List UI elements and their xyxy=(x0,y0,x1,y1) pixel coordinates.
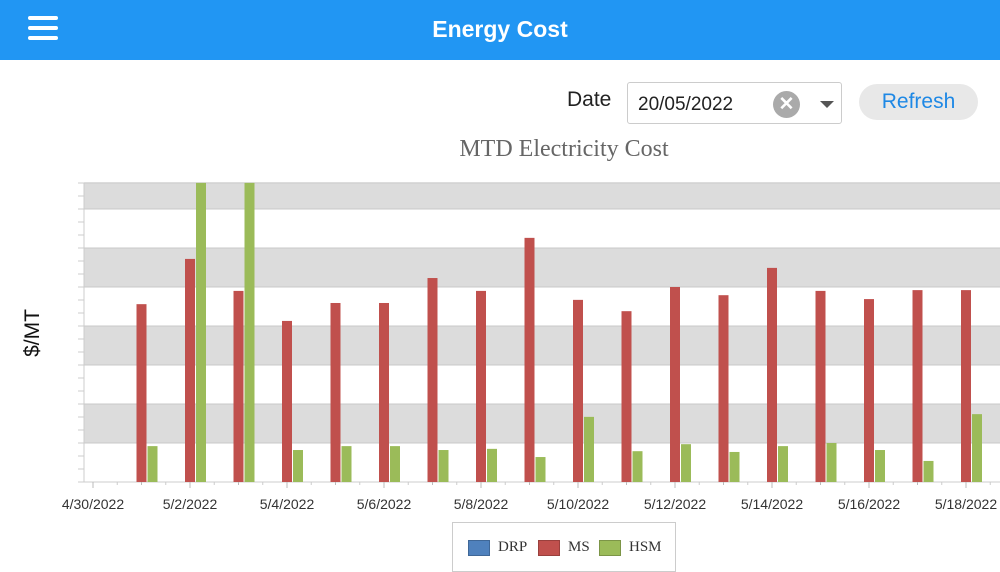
x-tick-label: 5/14/2022 xyxy=(741,496,803,512)
bar-ms xyxy=(282,320,292,482)
bar-hsm xyxy=(147,446,158,482)
bar-ms xyxy=(912,290,923,482)
grid-band xyxy=(84,248,1000,287)
bar-ms xyxy=(670,287,680,482)
x-tick-label: 5/12/2022 xyxy=(644,496,706,512)
chart-legend: DRP MS HSM xyxy=(452,522,676,572)
bar-ms xyxy=(233,290,244,482)
bar-ms xyxy=(767,267,777,482)
bar-ms xyxy=(427,278,438,482)
app-header: Energy Cost xyxy=(0,0,1000,60)
bar-ms xyxy=(136,304,147,482)
bar-hsm xyxy=(923,460,934,482)
x-tick-label: 5/2/2022 xyxy=(163,496,218,512)
x-tick-label: 5/16/2022 xyxy=(838,496,900,512)
bar-ms xyxy=(961,290,971,482)
bar-hsm xyxy=(681,444,691,482)
bar-ms xyxy=(330,302,341,482)
bar-ms xyxy=(718,295,729,482)
x-tick-label: 5/10/2022 xyxy=(547,496,609,512)
date-label: Date xyxy=(567,88,612,111)
bar-hsm xyxy=(972,414,982,482)
legend-label: HSM xyxy=(629,539,662,555)
x-tick-label: 5/8/2022 xyxy=(454,496,509,512)
bar-ms xyxy=(379,302,389,482)
grid-band xyxy=(84,326,1000,365)
bar-ms xyxy=(185,258,195,482)
bar-hsm xyxy=(244,182,255,482)
bar-ms xyxy=(573,299,583,482)
bar-hsm xyxy=(632,451,643,482)
legend-item-ms[interactable]: MS xyxy=(538,539,590,556)
chart-title: MTD Electricity Cost xyxy=(459,136,669,162)
legend-swatch xyxy=(468,539,490,556)
bar-hsm xyxy=(438,450,449,482)
bar-ms xyxy=(815,290,826,482)
grid-band xyxy=(84,182,1000,209)
date-value: 20/05/2022 xyxy=(638,94,734,115)
legend-item-drp[interactable]: DRP xyxy=(468,539,527,556)
bar-hsm xyxy=(875,450,885,482)
bar-ms xyxy=(621,311,632,482)
bar-hsm xyxy=(341,446,352,482)
bar-ms xyxy=(524,237,535,482)
x-tick-label: 4/30/2022 xyxy=(62,496,124,512)
refresh-button[interactable]: Refresh xyxy=(859,84,978,120)
legend-swatch xyxy=(599,539,621,556)
bar-hsm xyxy=(584,416,594,482)
legend-label: DRP xyxy=(498,539,528,555)
bar-hsm xyxy=(729,451,740,482)
chevron-down-icon[interactable] xyxy=(820,101,834,108)
bar-hsm xyxy=(390,446,400,482)
y-axis-label: $/MT xyxy=(21,309,44,357)
date-picker[interactable]: 20/05/2022 ✕ xyxy=(627,82,842,124)
clear-icon[interactable]: ✕ xyxy=(773,91,800,118)
bar-hsm xyxy=(196,182,206,482)
x-tick-label: 5/4/2022 xyxy=(260,496,315,512)
bar-ms xyxy=(864,299,874,482)
page-title: Energy Cost xyxy=(432,16,568,42)
x-tick-label: 5/18/2022 xyxy=(935,496,997,512)
bar-ms xyxy=(476,290,486,482)
grid-band xyxy=(84,404,1000,443)
legend-item-hsm[interactable]: HSM xyxy=(599,539,662,556)
bar-hsm xyxy=(535,457,546,482)
bar-hsm xyxy=(487,448,497,482)
legend-label: MS xyxy=(568,539,590,555)
bar-hsm xyxy=(778,446,788,482)
bar-hsm xyxy=(293,450,303,482)
legend-swatch xyxy=(538,539,560,556)
hamburger-icon[interactable] xyxy=(28,16,58,40)
bar-hsm xyxy=(826,443,837,482)
x-tick-label: 5/6/2022 xyxy=(357,496,412,512)
